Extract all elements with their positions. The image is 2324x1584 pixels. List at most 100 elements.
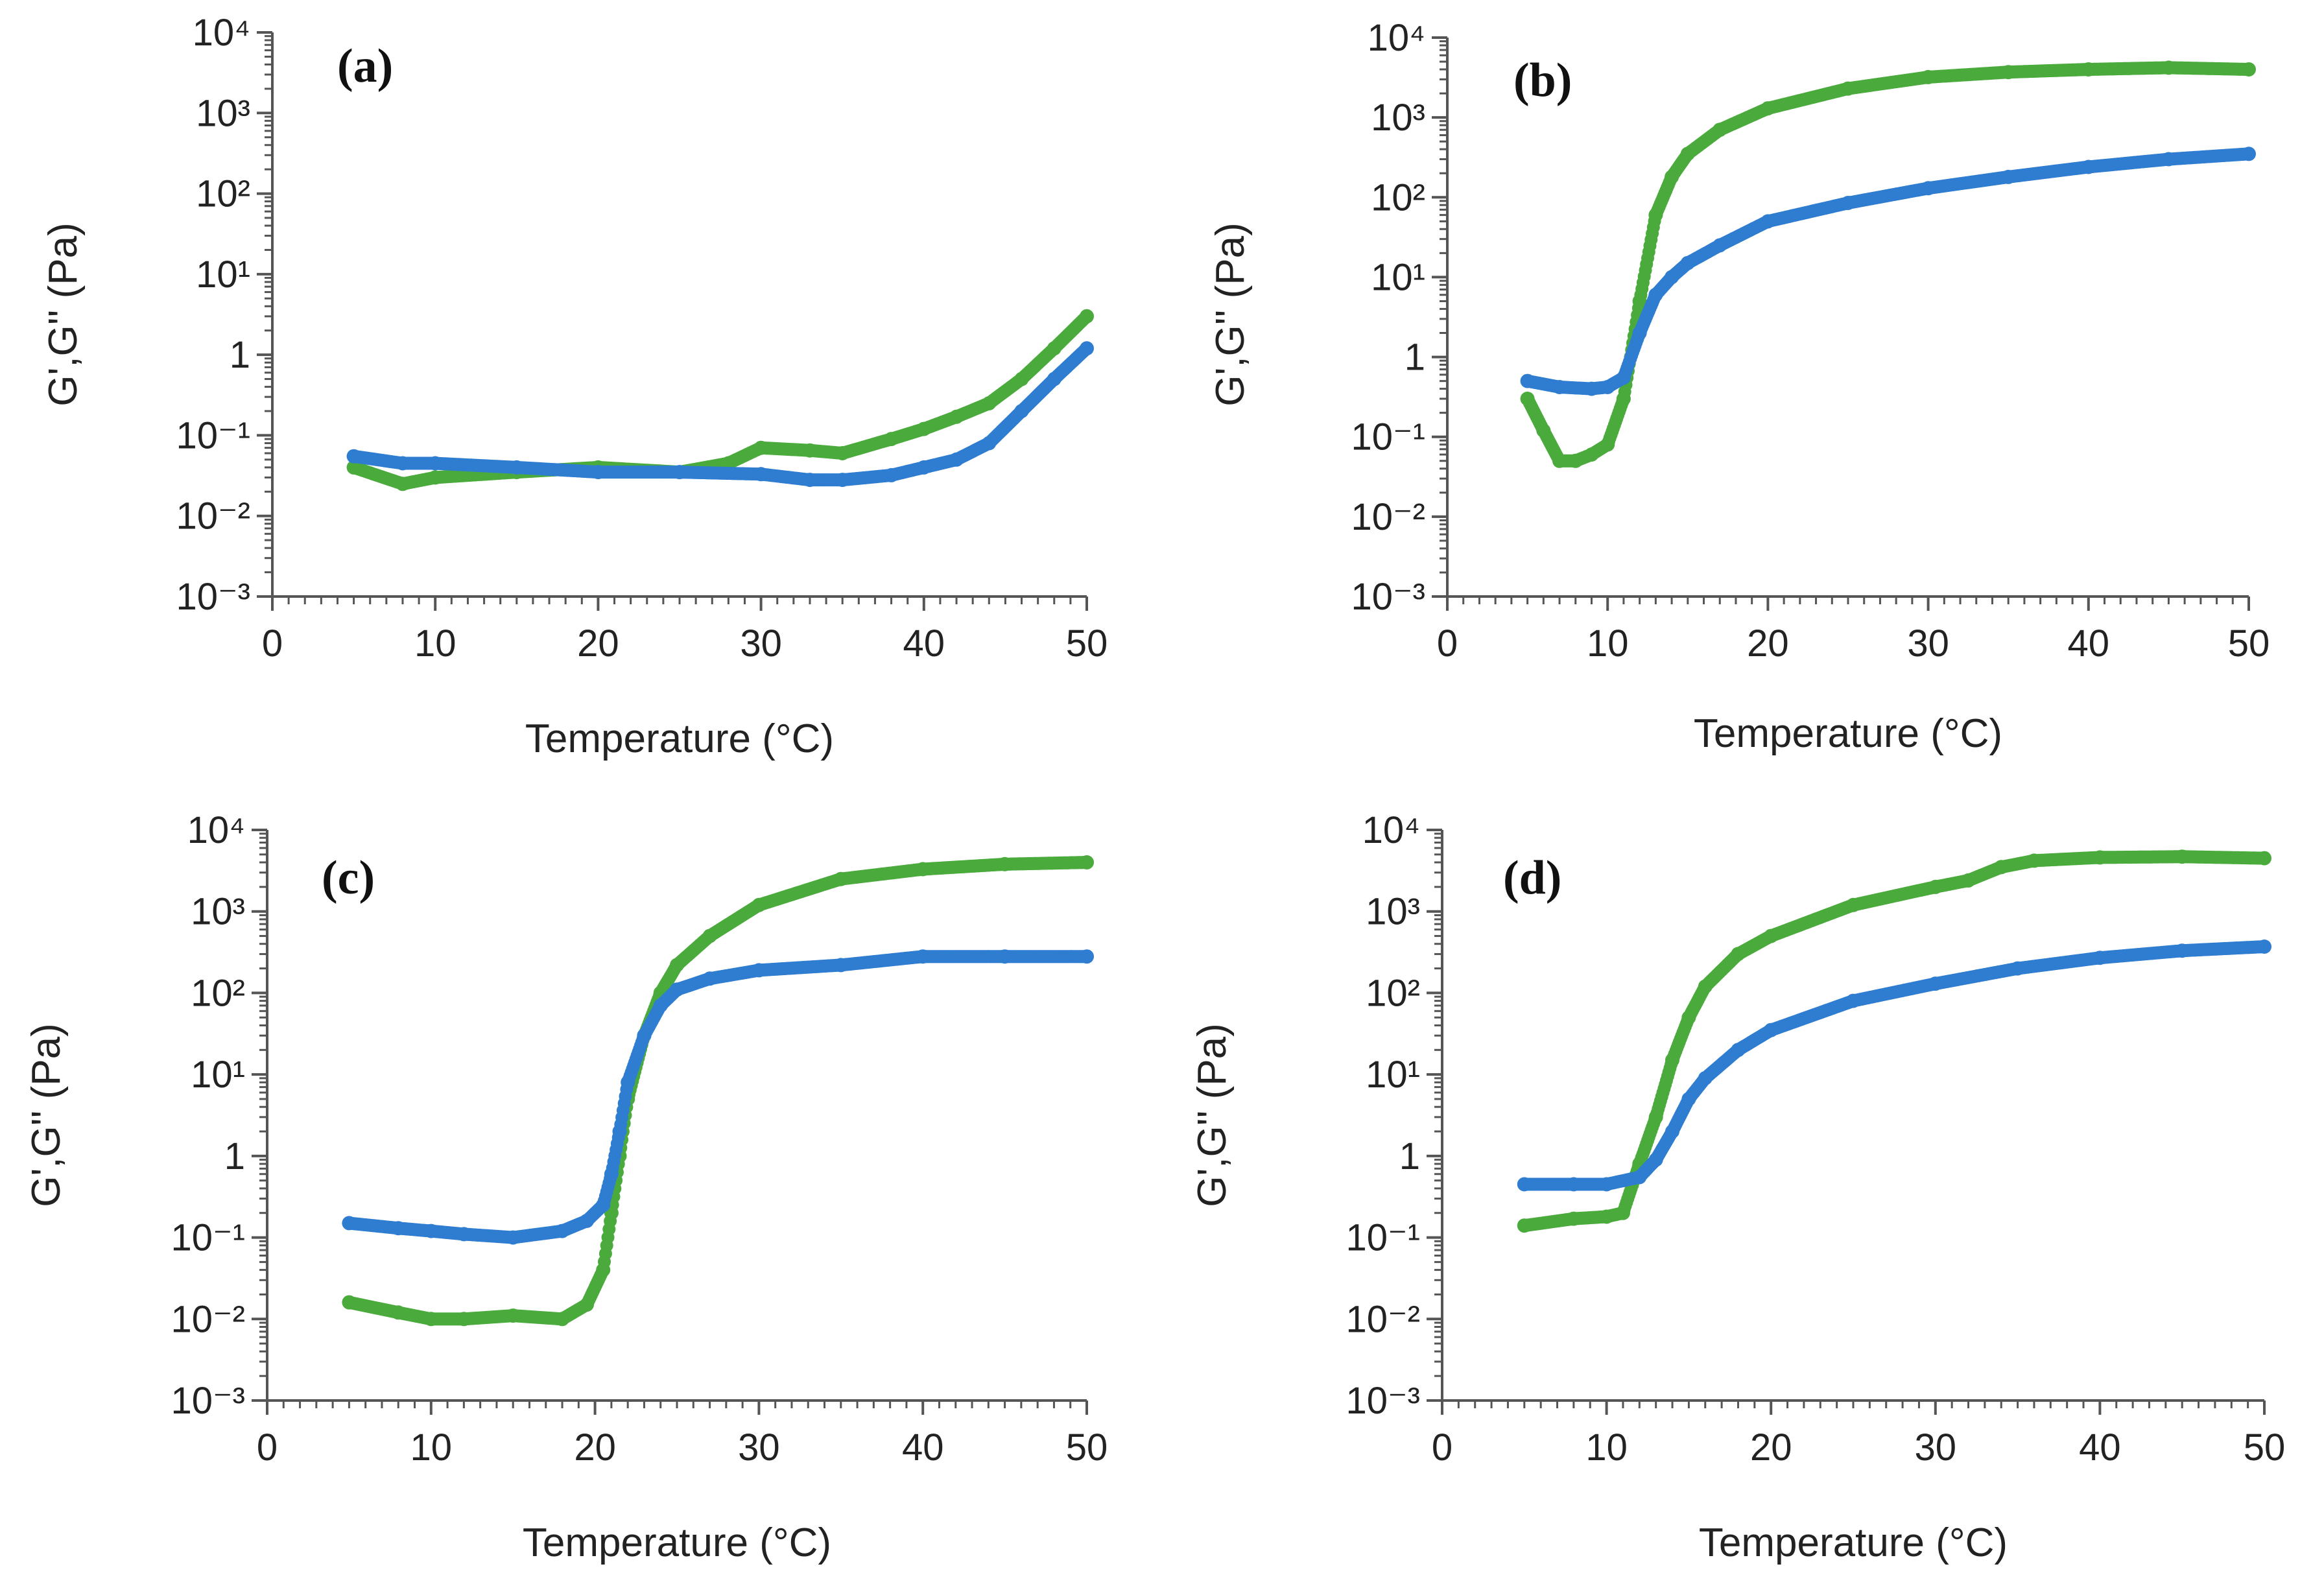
data-point-anchor	[1761, 214, 1775, 229]
panel-d-y-tick-label: 10³	[1366, 891, 1420, 933]
data-point-anchor	[1520, 373, 1535, 388]
data-point-anchor	[342, 1216, 357, 1231]
panel-b-y-tick-label: 10¹	[1371, 256, 1425, 298]
panel-d-x-tick-label: 20	[1750, 1426, 1792, 1469]
data-point-anchor	[346, 460, 361, 475]
panel-b-x-tick-label: 0	[1437, 622, 1458, 665]
data-point-anchor	[346, 449, 361, 464]
panel-b-series-storage-modulus	[1520, 60, 2256, 468]
panel-c-x-tick-label: 30	[738, 1426, 780, 1469]
data-point-anchor	[916, 862, 931, 877]
panel-c-x-tick-label: 10	[410, 1426, 453, 1469]
data-point-anchor	[580, 1297, 594, 1312]
panel-d-x-tick-label: 0	[1432, 1426, 1452, 1469]
panel-b-y-axis-title: G',G'' (Pa)	[1208, 222, 1253, 407]
data-point-anchor	[1080, 309, 1094, 324]
data-point-anchor	[1921, 181, 1936, 196]
panel-a-x-tick-label: 30	[740, 622, 782, 665]
data-point-anchor	[580, 1213, 594, 1228]
data-point-anchor	[997, 857, 1012, 871]
panel-a-y-tick-label: 10¹	[196, 254, 250, 296]
data-point-anchor	[555, 1312, 569, 1327]
panel-b-x-tick-label: 30	[1907, 622, 1949, 665]
data-point-anchor	[1014, 372, 1029, 386]
data-point-anchor	[835, 446, 850, 460]
data-point-anchor	[2161, 152, 2176, 167]
data-point-anchor	[428, 470, 443, 485]
panel-a-y-tick-label: 10²	[196, 173, 250, 215]
panel-c-y-tick-label: 10¹	[191, 1054, 245, 1096]
data-point-anchor	[423, 1223, 438, 1238]
data-point-anchor	[1520, 392, 1535, 406]
panel-a-y-tick-label: 1	[230, 334, 250, 376]
panel-c-y-tick-label: 10⁴	[187, 809, 245, 851]
data-point-anchor	[1616, 392, 1631, 406]
panel-c-y-tick-label: 10⁻²	[171, 1298, 245, 1340]
data-point-anchor	[2081, 62, 2096, 77]
data-point-anchor	[803, 443, 817, 458]
panel-a-y-tick-label: 10⁴	[193, 12, 250, 54]
data-point-anchor	[1047, 372, 1061, 386]
data-point-anchor	[1014, 404, 1029, 418]
panel-a-label: (a)	[337, 40, 393, 93]
data-point-anchor	[2081, 160, 2096, 174]
panel-b-series-loss-modulus	[1520, 147, 2256, 396]
data-point-anchor	[982, 396, 997, 410]
data-point-anchor	[702, 971, 717, 986]
data-point-anchor	[653, 998, 668, 1013]
panel-b-label: (b)	[1513, 54, 1572, 107]
data-point-anchor	[1665, 270, 1679, 285]
data-point-anchor	[884, 467, 899, 482]
panel-d-y-tick-label: 10⁻³	[1346, 1380, 1420, 1422]
data-point-anchor	[342, 1295, 357, 1310]
data-point-anchor	[596, 1262, 611, 1277]
data-point-anchor	[456, 1227, 471, 1242]
panel-b-x-axis-title: Temperature (°C)	[1694, 711, 2002, 756]
data-point-anchor	[1680, 255, 1695, 270]
panel-a-y-tick-label: 10⁻²	[176, 495, 250, 538]
panel-a-x-axis-title: Temperature (°C)	[525, 716, 834, 761]
panel-d-y-tick-label: 10⁻²	[1346, 1298, 1420, 1340]
data-point-anchor	[1761, 101, 1775, 116]
data-point-anchor	[1536, 423, 1551, 438]
data-point-anchor	[1632, 325, 1647, 340]
panel-a-x-tick-label: 40	[903, 622, 945, 665]
panel-b-x-tick-label: 10	[1587, 622, 1629, 665]
panel-d-x-tick-label: 30	[1915, 1426, 1957, 1469]
data-point-anchor	[555, 1223, 569, 1238]
data-point-anchor	[1921, 69, 1936, 84]
data-point-anchor	[1600, 380, 1615, 394]
data-point-anchor	[1584, 447, 1599, 462]
data-point-anchor	[2001, 169, 2016, 184]
data-point-anchor	[1600, 437, 1615, 452]
data-point-anchor	[2001, 65, 2016, 80]
data-point-anchor	[835, 473, 850, 488]
data-point-anchor	[596, 1198, 611, 1212]
data-point-anchor	[506, 1308, 521, 1323]
panel-a-x-tick-label: 10	[414, 622, 456, 665]
data-point-anchor	[391, 1221, 406, 1236]
data-point-anchor	[2161, 60, 2176, 75]
data-point-anchor	[1632, 294, 1647, 309]
panel-a-series-loss-modulus	[346, 341, 1094, 488]
data-point-anchor	[604, 1166, 619, 1181]
data-point-anchor	[753, 440, 768, 455]
data-point-anchor	[2242, 147, 2256, 161]
panel-d-y-tick-label: 10¹	[1366, 1054, 1420, 1096]
data-point-anchor	[1047, 341, 1061, 356]
data-point-anchor	[506, 1230, 521, 1245]
panel-b-x-tick-label: 40	[2068, 622, 2110, 665]
panel-d-y-tick-label: 1	[1399, 1135, 1420, 1177]
data-point-anchor	[833, 871, 848, 886]
data-point-anchor	[916, 460, 931, 475]
panel-c-series-storage-modulus	[342, 855, 1094, 1327]
panel-a-y-tick-label: 10³	[196, 92, 250, 134]
panel-c-y-tick-label: 10⁻³	[171, 1380, 245, 1422]
panel-d-x-tick-label: 50	[2244, 1426, 2286, 1469]
panel-d-x-tick-label: 10	[1585, 1426, 1628, 1469]
panel-b-y-tick-label: 10²	[1371, 176, 1425, 219]
panel-a-x-tick-label: 50	[1066, 622, 1108, 665]
